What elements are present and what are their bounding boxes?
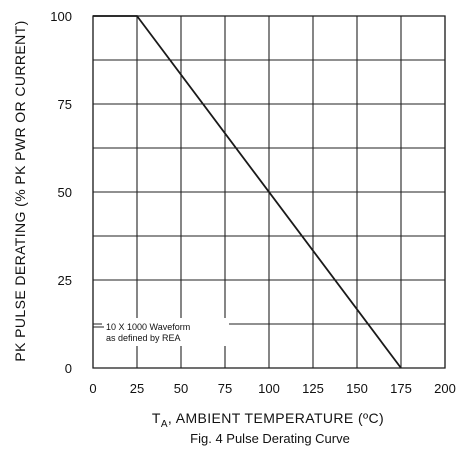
series-layer bbox=[92, 15, 402, 369]
figure-caption: Fig. 4 Pulse Derating Curve bbox=[190, 431, 350, 446]
x-tick-label-125: 125 bbox=[302, 381, 324, 396]
x-tick-label-50: 50 bbox=[174, 381, 188, 396]
x-tick-label-200: 200 bbox=[434, 381, 456, 396]
x-axis-label: TA, AMBIENT TEMPERATURE (ºC) bbox=[152, 410, 384, 430]
y-tick-label-50: 50 bbox=[58, 185, 72, 200]
tick-labels: 0 25 50 75 100 125 150 175 200 0 25 50 75 100 bbox=[50, 9, 456, 396]
x-tick-label-175: 175 bbox=[390, 381, 412, 396]
x-tick-label-25: 25 bbox=[130, 381, 144, 396]
y-axis-label: PK PULSE DERATING (% PK PWR OR CURRENT) bbox=[12, 20, 28, 361]
x-tick-label-150: 150 bbox=[346, 381, 368, 396]
plot-frame bbox=[92, 15, 446, 369]
y-tick-label-75: 75 bbox=[58, 97, 72, 112]
x-axis-label-rest: , AMBIENT TEMPERATURE (ºC) bbox=[168, 410, 384, 426]
y-tick-label-0: 0 bbox=[65, 361, 72, 376]
y-tick-label-100: 100 bbox=[50, 9, 72, 24]
x-tick-label-100: 100 bbox=[258, 381, 280, 396]
annotation-background bbox=[102, 318, 229, 346]
annotation-line-1: 10 X 1000 Waveform bbox=[106, 322, 190, 332]
x-tick-label-0: 0 bbox=[89, 381, 96, 396]
annotation-line-2: as defined by REA bbox=[106, 333, 181, 343]
waveform-annotation: 10 X 1000 Waveform as defined by REA bbox=[93, 318, 229, 346]
x-axis-label-subscript: A bbox=[161, 419, 168, 430]
x-axis-label-main: T bbox=[152, 410, 161, 426]
x-tick-label-75: 75 bbox=[218, 381, 232, 396]
y-tick-label-25: 25 bbox=[58, 273, 72, 288]
